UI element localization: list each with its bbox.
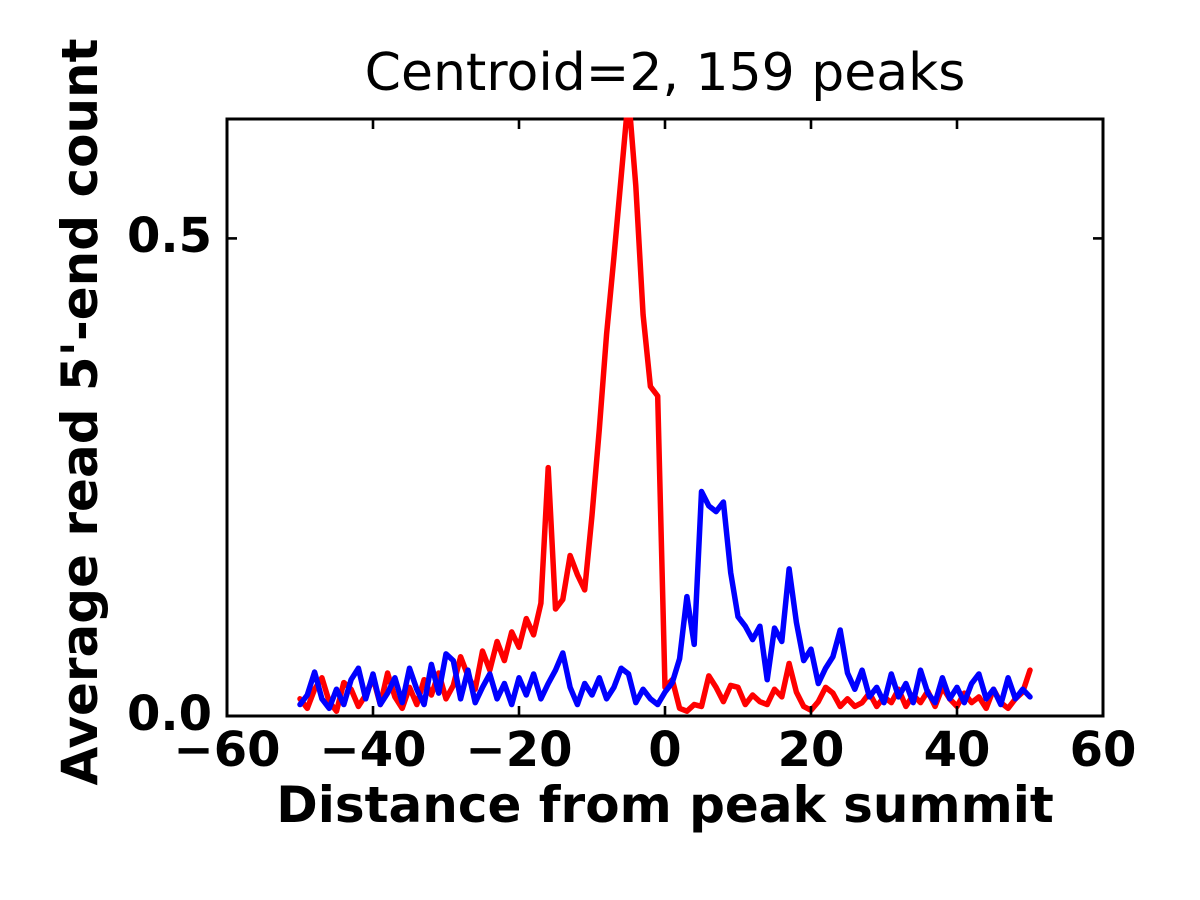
x-tick-label-60: 60 bbox=[1069, 722, 1137, 778]
x-tick-label-−60: −60 bbox=[173, 722, 281, 778]
y-axis-label: Average read 5'-end count bbox=[51, 38, 109, 786]
x-tick-label-40: 40 bbox=[923, 722, 991, 778]
x-tick-label-0: 0 bbox=[648, 722, 682, 778]
tick-marks bbox=[225, 119, 1105, 718]
x-axis-label: Distance from peak summit bbox=[276, 776, 1054, 834]
chart-title: Centroid=2, 159 peaks bbox=[364, 43, 966, 103]
x-tick-label-−20: −20 bbox=[465, 722, 573, 778]
x-tick-label-20: 20 bbox=[777, 722, 845, 778]
y-tick-label-0.5: 0.5 bbox=[126, 208, 212, 265]
x-tick-label-−40: −40 bbox=[319, 722, 427, 778]
red-line bbox=[297, 117, 1033, 714]
blue-line bbox=[297, 488, 1033, 712]
y-tick-label-0.0: 0.0 bbox=[126, 686, 212, 742]
